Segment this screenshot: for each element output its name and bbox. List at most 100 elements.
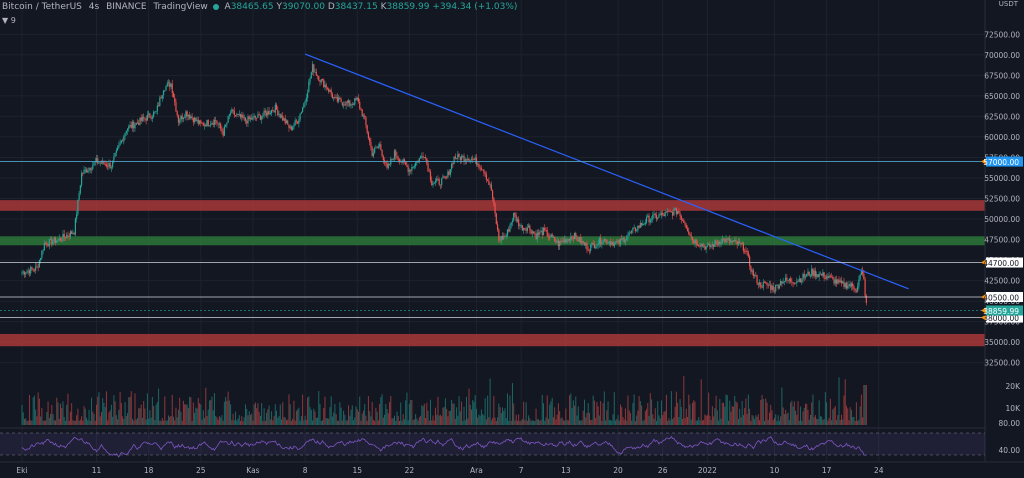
volume-bar — [791, 400, 793, 425]
volume-bar — [135, 419, 137, 425]
candle — [699, 245, 701, 247]
volume-bar — [252, 420, 254, 425]
candle — [636, 230, 638, 232]
volume-bar — [761, 394, 763, 425]
volume-bar — [658, 415, 660, 425]
volume-bar — [83, 406, 85, 425]
volume-bar — [149, 410, 151, 425]
volume-bar — [375, 407, 377, 425]
volume-bar — [344, 414, 346, 425]
volume-bars — [21, 376, 867, 425]
candle — [720, 243, 722, 245]
volume-bar — [67, 393, 69, 425]
time-tick-label: 25 — [196, 466, 206, 475]
volume-bar — [300, 416, 302, 425]
candle — [334, 96, 336, 98]
candle — [552, 236, 555, 238]
candle — [672, 211, 674, 216]
candle — [176, 111, 178, 116]
candle — [780, 281, 782, 286]
candle — [783, 281, 785, 282]
volume-bar — [662, 415, 664, 425]
volume-bar — [651, 399, 653, 425]
candle — [727, 238, 730, 240]
price-tick-label: 67500.00 — [984, 71, 1020, 80]
volume-bar — [264, 420, 266, 425]
candle — [415, 162, 417, 167]
volume-tick-label: 20K — [1006, 382, 1022, 391]
candle — [246, 120, 248, 124]
candle — [824, 278, 826, 280]
candle — [638, 225, 640, 228]
candle — [59, 238, 62, 241]
candle — [225, 124, 227, 127]
volume-bar — [181, 420, 183, 425]
candle — [239, 114, 242, 118]
candle — [603, 239, 605, 242]
candle — [667, 211, 669, 213]
volume-bar — [511, 383, 513, 425]
volume-bar — [62, 401, 64, 425]
volume-bar — [289, 404, 291, 425]
volume-bar — [448, 411, 450, 425]
candle — [299, 113, 301, 120]
candle — [609, 241, 612, 245]
candle — [44, 243, 47, 245]
volume-bar — [478, 414, 480, 425]
volume-bar — [762, 399, 764, 425]
candle — [592, 242, 594, 244]
indicator-toggle[interactable]: ▼ 9 — [2, 16, 16, 25]
candle — [237, 114, 239, 116]
interval-label[interactable]: 4s — [88, 2, 100, 12]
candle — [544, 227, 546, 231]
volume-bar — [444, 398, 446, 425]
candle — [100, 162, 103, 164]
candle — [490, 184, 492, 191]
volume-bar — [724, 406, 726, 425]
candle — [786, 277, 788, 281]
volume-bar — [356, 409, 358, 425]
volume-bar — [637, 410, 639, 425]
candle — [677, 211, 679, 215]
candle — [681, 219, 684, 221]
candle — [467, 158, 469, 161]
volume-bar — [58, 418, 60, 425]
volume-bar — [841, 414, 842, 425]
volume-bar — [208, 400, 210, 425]
candle — [746, 250, 748, 253]
candle — [397, 157, 399, 160]
volume-bar — [495, 420, 497, 425]
candle — [850, 283, 853, 287]
candle — [448, 171, 450, 175]
volume-bar — [639, 401, 641, 425]
candle — [166, 83, 168, 87]
volume-bar — [454, 418, 456, 425]
symbol-name[interactable]: Bitcoin / TetherUS — [2, 2, 82, 12]
candle — [524, 227, 526, 229]
volume-bar — [66, 404, 68, 425]
volume-bar — [305, 419, 307, 425]
candle — [377, 146, 379, 148]
volume-bar — [726, 395, 728, 425]
candle — [537, 232, 540, 235]
candle — [79, 185, 81, 194]
volume-bar — [836, 420, 838, 425]
candle — [561, 240, 563, 242]
volume-bar — [803, 407, 805, 425]
candle — [266, 112, 268, 116]
volume-bar — [401, 420, 403, 425]
volume-bar — [389, 402, 391, 425]
candle — [802, 273, 804, 280]
volume-bar — [180, 411, 182, 425]
last-price-label-bg — [986, 305, 1023, 316]
candle — [520, 225, 522, 227]
candle — [493, 198, 495, 204]
volume-bar — [231, 420, 233, 425]
volume-bar — [71, 403, 73, 425]
candle — [350, 104, 352, 106]
candle — [491, 190, 494, 199]
candle — [817, 274, 819, 277]
candle — [554, 236, 556, 242]
candle — [586, 243, 588, 250]
